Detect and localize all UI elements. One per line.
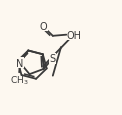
Text: CH$_3$: CH$_3$ <box>10 74 29 86</box>
Text: N: N <box>16 58 24 68</box>
Text: O: O <box>39 22 47 32</box>
Text: OH: OH <box>67 30 82 40</box>
Text: S: S <box>50 54 56 64</box>
